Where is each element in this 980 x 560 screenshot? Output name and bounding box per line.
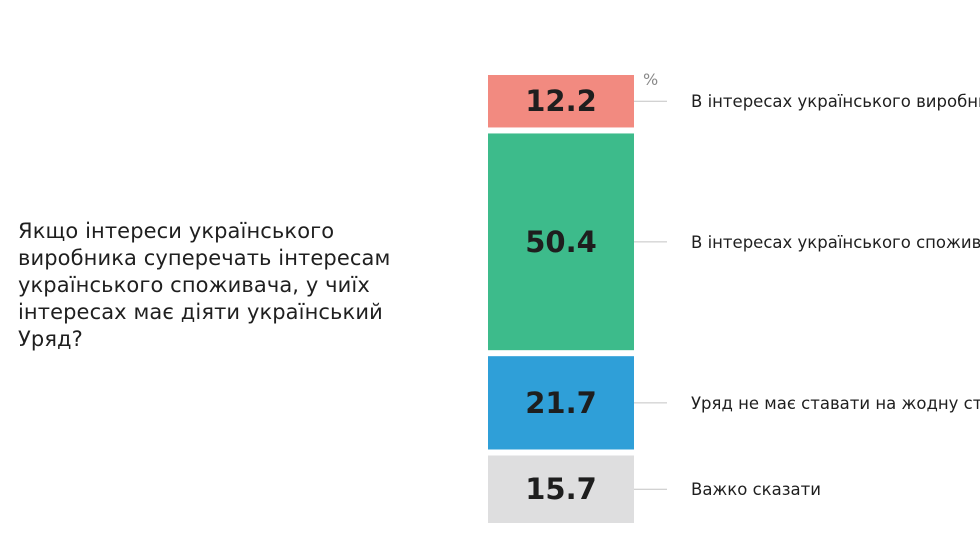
category-label: Уряд не має ставати на жодну сторону (691, 394, 980, 413)
bar-segment (488, 455, 634, 523)
unit-label: % (643, 70, 658, 89)
value-label: 15.7 (525, 472, 597, 506)
category-label: В інтересах українського споживача (691, 233, 980, 252)
category-label: В інтересах українського виробника (691, 92, 980, 111)
bar-segment (488, 75, 634, 128)
value-label: 12.2 (525, 84, 597, 118)
value-label: 50.4 (525, 225, 597, 259)
value-label: 21.7 (525, 386, 597, 420)
bar-segment (488, 356, 634, 450)
bar-segment (488, 133, 634, 351)
question-text: Якщо інтереси українського виробника суп… (18, 219, 391, 351)
category-label: Важко сказати (691, 480, 821, 499)
